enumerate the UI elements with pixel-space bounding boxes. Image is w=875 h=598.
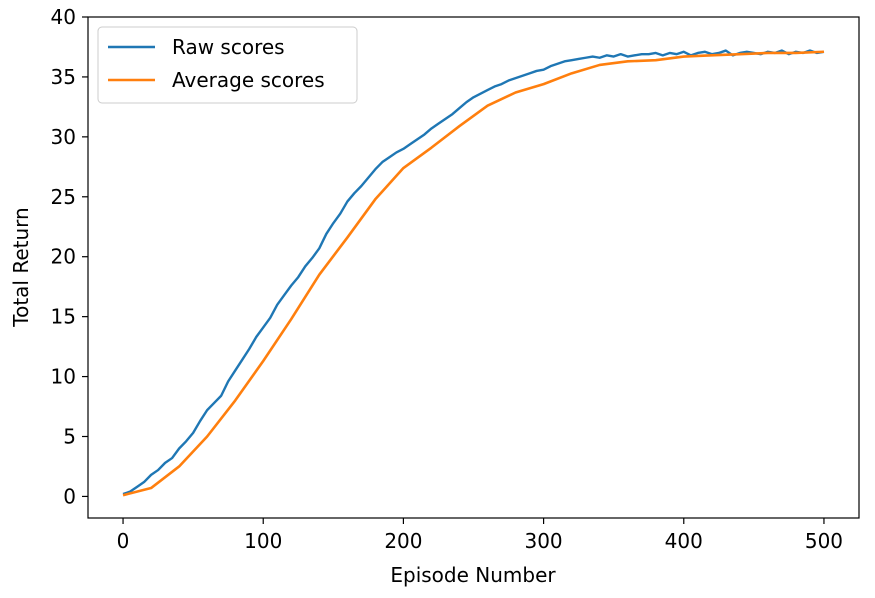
x-tick-label: 500 bbox=[805, 529, 843, 553]
plot-lines bbox=[122, 49, 825, 497]
legend: Raw scores Average scores bbox=[97, 26, 358, 104]
series-line-raw-scores bbox=[122, 49, 825, 496]
legend-label-raw-scores: Raw scores bbox=[172, 35, 285, 59]
x-tick-label: 0 bbox=[117, 529, 130, 553]
y-axis-ticks: 0 5 10 15 20 25 30 35 40 bbox=[51, 5, 88, 508]
y-tick-label: 5 bbox=[63, 424, 76, 448]
y-tick-label: 30 bbox=[51, 125, 76, 149]
x-axis-ticks: 0 100 200 300 400 500 bbox=[117, 518, 843, 553]
y-tick-label: 25 bbox=[51, 185, 76, 209]
x-tick-label: 200 bbox=[384, 529, 422, 553]
x-tick-label: 300 bbox=[524, 529, 562, 553]
x-axis-label: Episode Number bbox=[390, 563, 556, 587]
y-tick-label: 20 bbox=[51, 245, 76, 269]
legend-label-average-scores: Average scores bbox=[172, 68, 325, 92]
series-line-average-scores bbox=[122, 50, 825, 497]
axes-frame bbox=[87, 16, 860, 519]
y-tick-label: 10 bbox=[51, 365, 76, 389]
x-tick-label: 100 bbox=[244, 529, 282, 553]
x-tick-label: 400 bbox=[665, 529, 703, 553]
y-tick-label: 35 bbox=[51, 65, 76, 89]
y-axis-label: Total Return bbox=[9, 207, 33, 327]
y-tick-label: 15 bbox=[51, 305, 76, 329]
y-tick-label: 40 bbox=[51, 5, 76, 29]
legend-box bbox=[97, 26, 358, 104]
y-tick-label: 0 bbox=[63, 484, 76, 508]
